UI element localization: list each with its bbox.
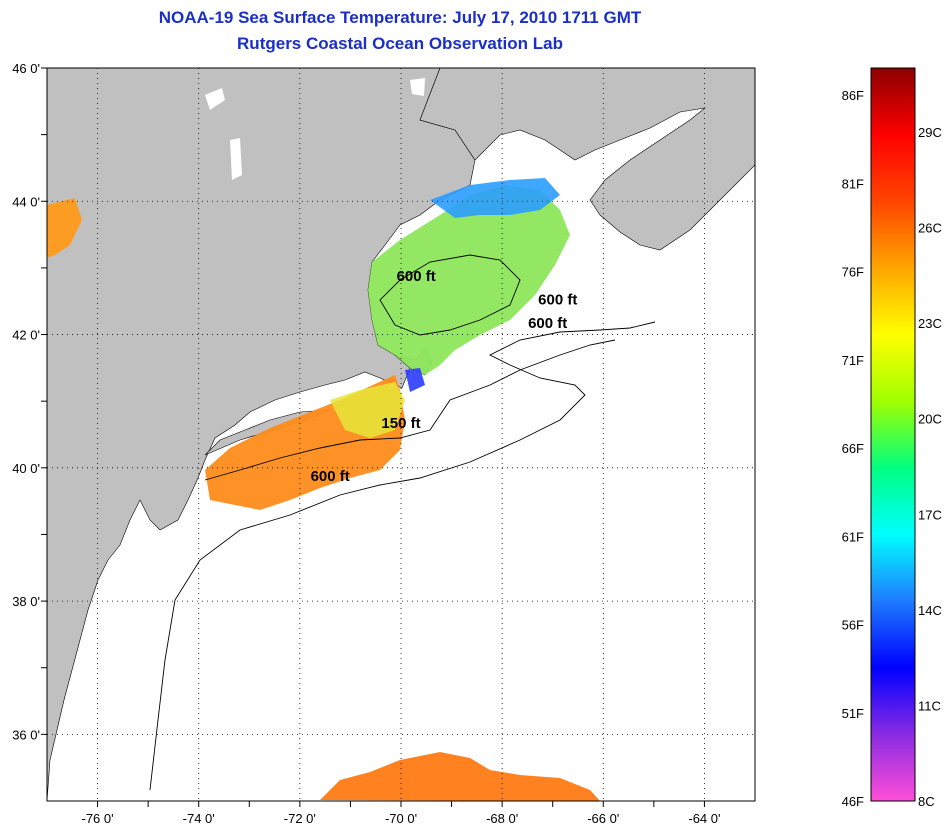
colorbar-c-label: 11C: [918, 698, 941, 713]
longitude-axis: -76 0' -74 0' -72 0' -70 0' -68 0' -66 0' -64 …: [82, 801, 720, 826]
colorbar: [870, 67, 916, 802]
colorbar-c-label: 17C: [918, 507, 942, 522]
colorbar-c-label: 23C: [918, 316, 942, 331]
depth-label: 600 ft: [538, 292, 577, 309]
colorbar-fahrenheit-labels: 86F 81F 76F 71F 66F 61F 56F 51F 46F: [842, 88, 864, 809]
lake: [205, 88, 225, 110]
colorbar-c-label: 14C: [918, 603, 942, 618]
depth-label: 150 ft: [381, 415, 420, 432]
lake: [410, 78, 425, 96]
isobath-150ft: [204, 339, 616, 481]
lat-tick-label: 40 0': [12, 461, 40, 476]
depth-label: 600 ft: [397, 268, 436, 285]
sst-shelf-yellow: [330, 382, 405, 438]
depth-label: 600 ft: [528, 315, 567, 332]
latitude-axis: 46 0' 44 0' 42 0' 40 0' 38 0' 36 0': [12, 61, 47, 742]
colorbar-f-label: 81F: [842, 176, 864, 191]
colorbar-f-label: 66F: [842, 441, 864, 456]
sst-green-gulf-of-maine: [368, 185, 570, 375]
lon-tick-label: -76 0': [82, 811, 114, 826]
map-layers: [47, 68, 755, 801]
colorbar-c-label: 8C: [918, 794, 935, 809]
land-nova-scotia: [419, 68, 755, 251]
colorbar-f-label: 61F: [842, 529, 864, 544]
land-us-east-coast: [47, 68, 476, 801]
sst-warm-patch-west: [47, 198, 82, 258]
colorbar-f-label: 56F: [842, 618, 864, 633]
sst-warm-patch-south: [320, 752, 600, 801]
colorbar-f-label: 76F: [842, 265, 864, 280]
lon-tick-label: -64 0': [688, 811, 720, 826]
lon-tick-label: -70 0': [385, 811, 417, 826]
map-subtitle: Rutgers Coastal Ocean Observation Lab: [237, 34, 563, 53]
colorbar-f-label: 46F: [842, 794, 864, 809]
colorbar-c-label: 29C: [918, 125, 942, 140]
sst-cold-patch-cape-cod: [405, 368, 425, 392]
lon-tick-label: -74 0': [183, 811, 215, 826]
lat-tick-label: 42 0': [12, 328, 40, 343]
colorbar-c-label: 26C: [918, 221, 942, 236]
sst-cool-patch-bay-of-fundy: [430, 178, 560, 218]
lake: [230, 138, 242, 180]
isobath-600ft-shelfbreak: [149, 321, 656, 791]
colorbar-c-label: 20C: [918, 412, 942, 427]
depth-labels: 600 ft 600 ft 600 ft 150 ft 600 ft: [311, 268, 578, 485]
colorbar-celsius-labels: 29C 26C 23C 20C 17C 14C 11C 8C: [918, 125, 942, 809]
isobath-600ft-gulf: [379, 254, 521, 336]
map-title: NOAA-19 Sea Surface Temperature: July 17…: [158, 8, 642, 27]
lat-tick-label: 44 0': [12, 194, 40, 209]
lat-tick-label: 46 0': [12, 61, 40, 76]
depth-label: 600 ft: [311, 468, 350, 485]
lon-tick-label: -72 0': [284, 811, 316, 826]
lat-tick-label: 36 0': [12, 727, 40, 742]
lat-tick-label: 38 0': [12, 594, 40, 609]
colorbar-f-label: 51F: [842, 706, 864, 721]
colorbar-f-label: 86F: [842, 88, 864, 103]
lon-tick-label: -68 0': [486, 811, 518, 826]
colorbar-f-label: 71F: [842, 353, 864, 368]
graticule: [47, 68, 755, 801]
lon-tick-label: -66 0': [587, 811, 619, 826]
